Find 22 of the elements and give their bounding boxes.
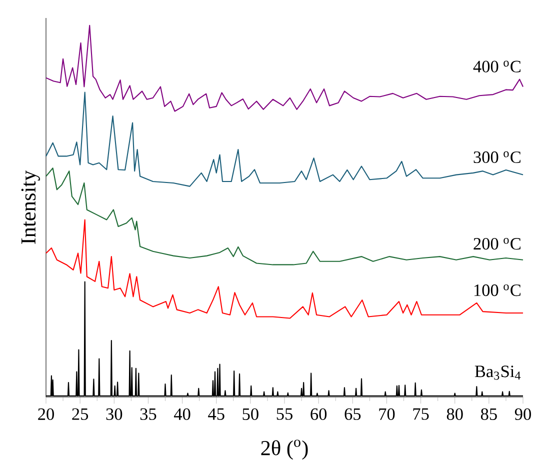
x-tick-label: 70 xyxy=(379,408,395,420)
series-label: 200 $^{o}$C xyxy=(474,238,520,250)
x-tick-label: 75 xyxy=(413,408,429,420)
x-tick-label: 20 xyxy=(38,408,54,420)
x-tick-label: 90 xyxy=(514,408,531,420)
x-axis-title: 2θ ($^{o}$) xyxy=(261,440,308,460)
series-label: 100 $^{o}$C xyxy=(474,284,520,296)
x-tick-label: 65 xyxy=(344,408,361,420)
series-label: 400 $^{o}$C xyxy=(473,60,520,72)
series-label: 300 $^{o}$C xyxy=(474,151,520,164)
x-tick-label: 50 xyxy=(242,408,258,420)
x-tick-label: 55 xyxy=(276,408,292,420)
series-label: Ba$_{3}$Si$_{4}$ xyxy=(474,366,521,380)
x-tick-label: 85 xyxy=(480,408,497,420)
x-tick-label: 40 xyxy=(174,408,190,420)
x-tick-label: 45 xyxy=(208,408,224,420)
x-tick-label: 30 xyxy=(106,408,122,420)
x-tick-label: 60 xyxy=(310,408,327,420)
x-tick-label: 35 xyxy=(140,408,156,420)
x-tick-label: 80 xyxy=(446,408,463,420)
y-axis-title: Intensity xyxy=(21,170,40,244)
x-tick-label: 25 xyxy=(72,408,88,420)
